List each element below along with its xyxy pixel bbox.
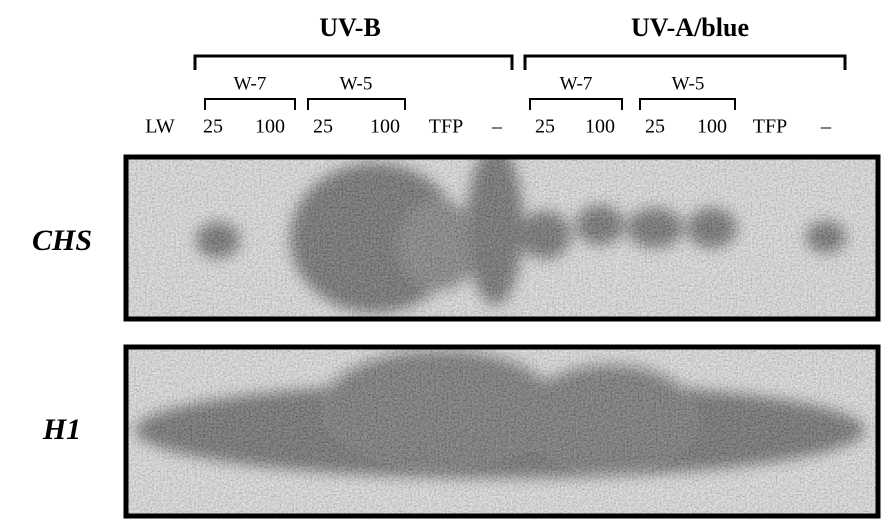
group-bracket [523, 54, 847, 70]
lane-label: TFP [429, 116, 463, 138]
blot-frame [123, 344, 881, 519]
lane-label: – [820, 116, 832, 138]
row-label: H1 [42, 413, 81, 446]
blot-frame [123, 154, 881, 322]
lane-label: 100 [370, 116, 400, 138]
group-bracket [193, 54, 514, 70]
group-label: UV-A/blue [631, 13, 749, 42]
lane-label: 25 [535, 116, 555, 138]
subgroup-label: W-7 [234, 73, 267, 94]
lane-label: LW [145, 116, 175, 138]
lane-label: TFP [753, 116, 787, 138]
subgroup-bracket [529, 98, 623, 110]
subgroup-bracket [639, 98, 736, 110]
lane-label: 25 [313, 116, 333, 138]
subgroup-label: W-5 [340, 73, 373, 94]
lane-label: – [491, 116, 503, 138]
lane-label: 25 [203, 116, 223, 138]
subgroup-bracket [204, 98, 296, 110]
lane-label: 25 [645, 116, 665, 138]
lane-label: 100 [697, 116, 727, 138]
lane-label: 100 [585, 116, 615, 138]
group-label: UV-B [319, 13, 381, 42]
lane-label: 100 [255, 116, 285, 138]
subgroup-label: W-7 [560, 73, 593, 94]
subgroup-label: W-5 [672, 73, 705, 94]
blot-panel [127, 348, 877, 515]
blot-panel [127, 158, 877, 318]
row-label: CHS [32, 224, 92, 257]
subgroup-bracket [307, 98, 406, 110]
